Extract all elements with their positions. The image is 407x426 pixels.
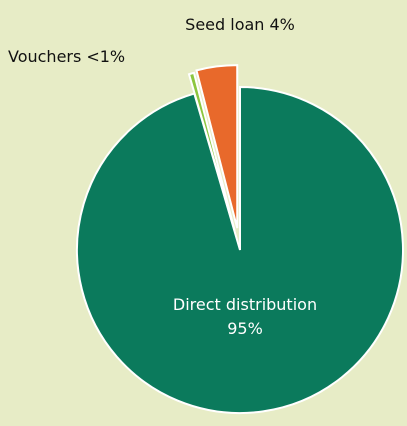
slice-value: <1% [86, 47, 125, 66]
slice-label: Direct distribution 95% [173, 295, 317, 338]
pie-slice [195, 64, 239, 229]
slice-name: Seed loan [185, 15, 264, 34]
pie-slice [187, 71, 236, 231]
slice-label: Seed loan 4% [185, 15, 295, 34]
slice-name: Vouchers [8, 47, 81, 66]
slice-value: 4% [269, 15, 294, 34]
slice-name: Direct distribution [173, 295, 317, 314]
pie-slice [76, 85, 404, 414]
slice-label: Vouchers <1% [8, 47, 125, 66]
slice-value: 95% [227, 319, 263, 338]
